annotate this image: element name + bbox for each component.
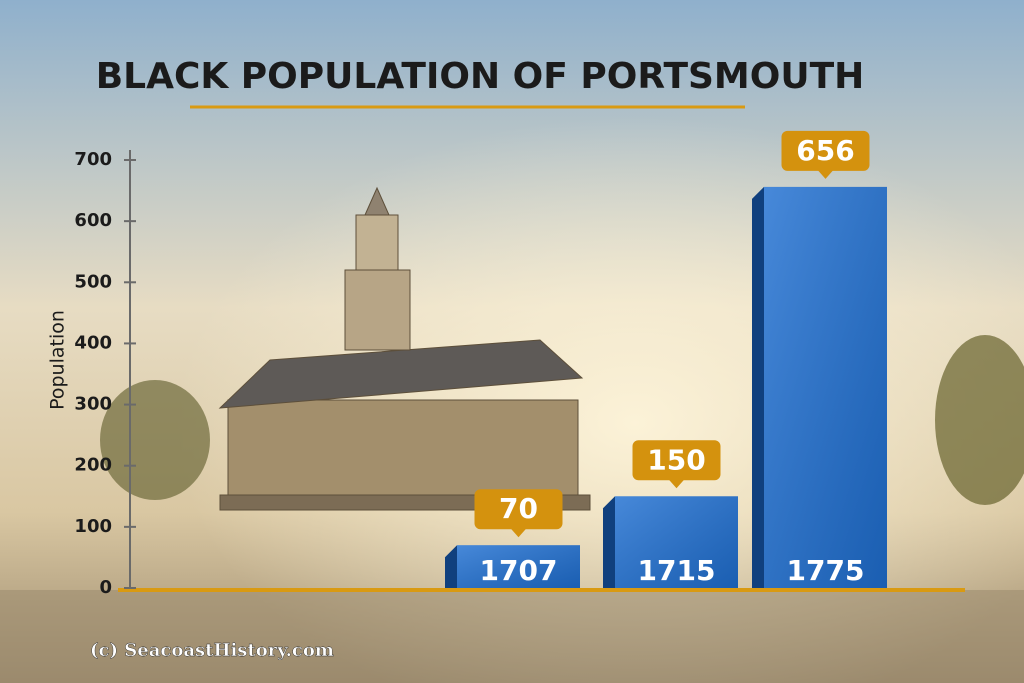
- x-tick-label: 1715: [638, 554, 716, 587]
- tree: [100, 380, 210, 500]
- bar-shade: [457, 545, 580, 588]
- bar-side: [445, 545, 457, 588]
- x-tick-label: 1775: [787, 554, 865, 587]
- y-tick-label: 200: [74, 455, 112, 476]
- bar-shade: [615, 496, 738, 588]
- y-tick-label: 100: [74, 516, 112, 537]
- y-tick-label: 400: [74, 332, 112, 353]
- value-label: 70: [499, 492, 538, 525]
- value-label-box: [474, 489, 563, 530]
- value-label-box: [781, 130, 870, 171]
- value-label: 150: [647, 443, 705, 476]
- y-tick-label: 300: [74, 394, 112, 415]
- bar-shade: [764, 186, 887, 588]
- y-tick-label: 0: [99, 577, 112, 598]
- y-tick-label: 700: [74, 149, 112, 170]
- y-tick-label: 600: [74, 210, 112, 231]
- tree: [935, 335, 1024, 505]
- value-label: 656: [796, 134, 854, 167]
- value-label-pointer: [510, 528, 527, 538]
- credit: (c) SeacoastHistory.com: [90, 640, 334, 661]
- y-tick-label: 500: [74, 271, 112, 292]
- ground: [0, 590, 1024, 683]
- value-label-pointer: [668, 479, 685, 489]
- chart-title: BLACK POPULATION OF PORTSMOUTH: [96, 56, 865, 97]
- building: [218, 186, 591, 511]
- bar-side: [752, 186, 764, 588]
- x-tick-label: 1707: [480, 554, 558, 587]
- y-axis-label: Population: [47, 310, 69, 410]
- bar-side: [603, 496, 615, 588]
- value-label-box: [632, 440, 721, 481]
- value-label-pointer: [817, 169, 834, 179]
